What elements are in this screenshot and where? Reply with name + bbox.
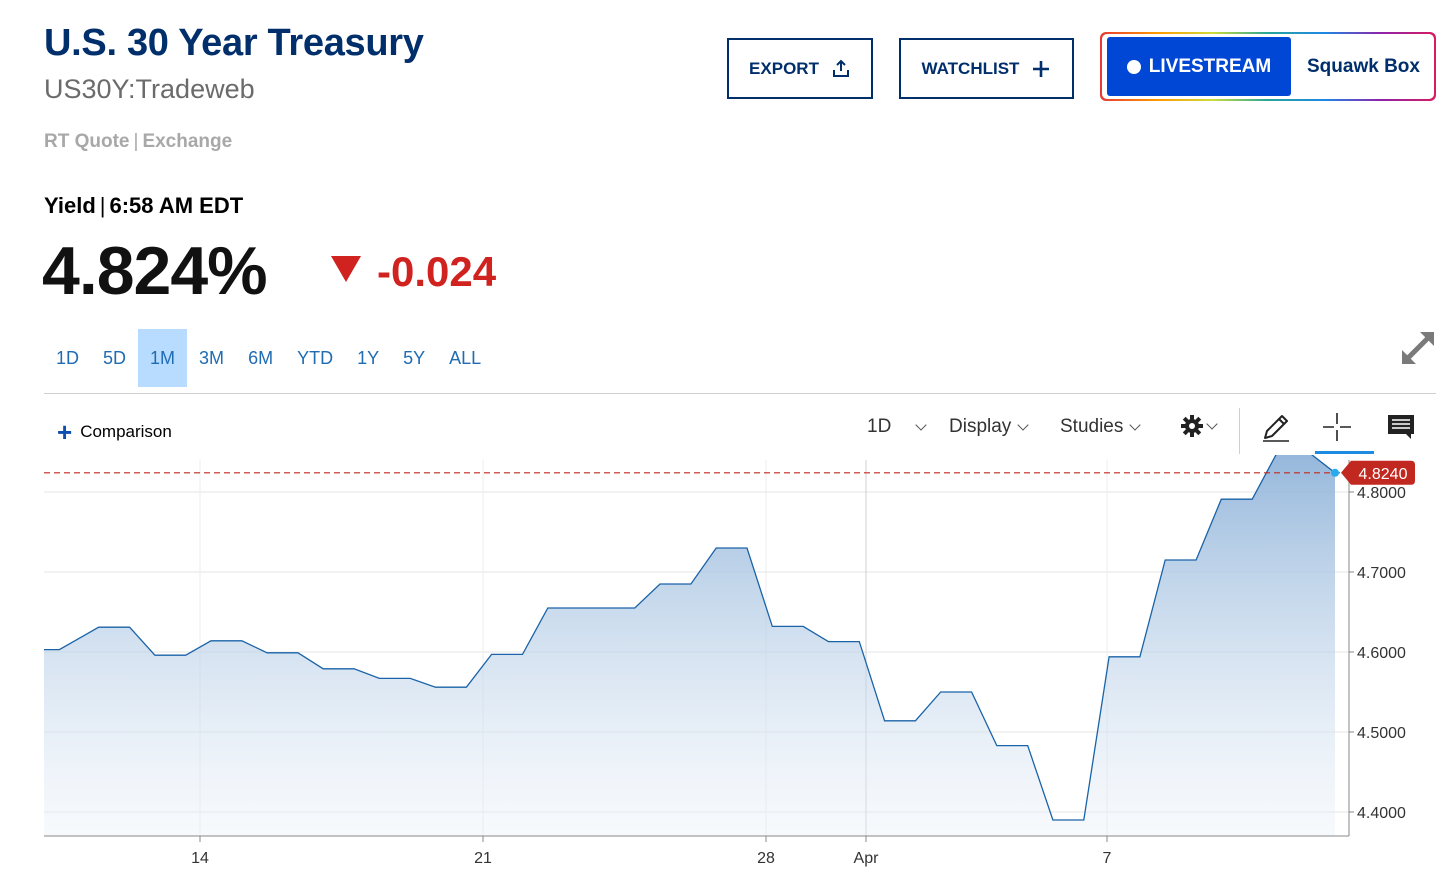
- livestream-label: LIVESTREAM: [1148, 55, 1272, 77]
- yield-type: Yield: [44, 193, 96, 218]
- down-arrow-icon: [331, 256, 361, 282]
- draw-pencil-icon[interactable]: [1259, 410, 1293, 444]
- studies-label: Studies: [1060, 416, 1124, 437]
- comparison-label: Comparison: [80, 422, 172, 441]
- interval-dropdown[interactable]: 1D: [867, 416, 927, 438]
- series-area: [44, 455, 1335, 836]
- range-all[interactable]: ALL: [449, 347, 482, 368]
- range-1m[interactable]: 1M: [138, 329, 188, 387]
- range-1y[interactable]: 1Y: [357, 347, 380, 368]
- page-title: U.S. 30 Year Treasury: [44, 22, 424, 64]
- livestream-button[interactable]: LIVESTREAM: [1107, 37, 1291, 96]
- y-tick-label-0: 4.4000: [1357, 805, 1406, 822]
- last-value-label: 4.8240: [1359, 466, 1408, 483]
- x-tick-label-2: 28: [757, 850, 775, 867]
- yield-label: Yield | 6:58 AM EDT: [44, 193, 243, 219]
- range-5y[interactable]: 5Y: [403, 347, 426, 368]
- quote-type: RT Quote: [44, 131, 130, 152]
- quote-source: RT Quote | Exchange: [44, 131, 232, 153]
- range-3m[interactable]: 3M: [199, 347, 225, 368]
- comment-icon[interactable]: [1384, 410, 1418, 444]
- chevron-down-icon: [1206, 418, 1218, 430]
- plus-icon: +: [57, 417, 73, 447]
- quote-venue: Exchange: [142, 131, 233, 152]
- plus-icon: [1033, 60, 1050, 77]
- series-line: [44, 455, 1336, 821]
- crosshair-icon[interactable]: [1320, 410, 1354, 444]
- watchlist-button[interactable]: WATCHLIST: [899, 38, 1074, 99]
- interval-label: 1D: [867, 416, 892, 437]
- quote-time: 6:58 AM EDT: [109, 193, 244, 218]
- livestream-panel: LIVESTREAM Squawk Box: [1100, 32, 1436, 101]
- range-1d[interactable]: 1D: [56, 347, 80, 368]
- share-icon: [832, 59, 849, 77]
- toolbar-divider: [44, 393, 1436, 394]
- chevron-down-icon: [915, 419, 927, 431]
- x-tick-label-4: 7: [1103, 850, 1112, 867]
- comparison-button[interactable]: + Comparison: [57, 417, 172, 447]
- x-tick-label-3: Apr: [854, 850, 880, 867]
- x-tick-label-0: 14: [191, 850, 209, 867]
- settings-icon: [1181, 415, 1203, 437]
- price-change: -0.024: [377, 248, 497, 295]
- display-label: Display: [949, 416, 1012, 437]
- last-price: 4.824%: [42, 233, 268, 309]
- expand-icon[interactable]: [1398, 328, 1438, 368]
- range-5d[interactable]: 5D: [103, 347, 127, 368]
- range-selector: 1D 5D 1M 3M 6M YTD 1Y 5Y ALL: [44, 329, 493, 387]
- settings-dropdown[interactable]: [1180, 414, 1218, 438]
- active-tool-indicator: [1315, 451, 1374, 454]
- live-dot-icon: [1126, 59, 1141, 74]
- divider: |: [133, 131, 139, 152]
- y-tick-label-4: 4.8000: [1357, 485, 1406, 502]
- last-value-tag: [1341, 460, 1415, 485]
- squawk-box-link[interactable]: Squawk Box: [1307, 56, 1420, 77]
- studies-dropdown[interactable]: Studies: [1060, 416, 1142, 438]
- y-tick-label-1: 4.5000: [1357, 725, 1406, 742]
- export-label: EXPORT: [749, 58, 819, 78]
- range-6m[interactable]: 6M: [248, 347, 274, 368]
- livestream-panel-inner: LIVESTREAM Squawk Box: [1102, 34, 1434, 99]
- symbol-label: US30Y:Tradeweb: [44, 74, 255, 104]
- chevron-down-icon: [1129, 419, 1142, 431]
- watchlist-label: WATCHLIST: [921, 58, 1020, 78]
- chevron-down-icon: [1017, 419, 1029, 431]
- range-ytd[interactable]: YTD: [297, 347, 334, 368]
- toolbar-separator: [1239, 408, 1240, 454]
- y-tick-label-2: 4.6000: [1357, 645, 1406, 662]
- display-dropdown[interactable]: Display: [949, 416, 1029, 438]
- y-tick-label-3: 4.7000: [1357, 565, 1406, 582]
- divider: |: [99, 193, 106, 218]
- export-button[interactable]: EXPORT: [727, 38, 873, 99]
- x-tick-label-1: 21: [474, 850, 492, 867]
- last-value-marker: [1331, 468, 1339, 477]
- yield-chart[interactable]: 4.4000 4.5000 4.6000 4.7000 4.8000 14 21 28 Apr 7…: [0, 455, 1456, 889]
